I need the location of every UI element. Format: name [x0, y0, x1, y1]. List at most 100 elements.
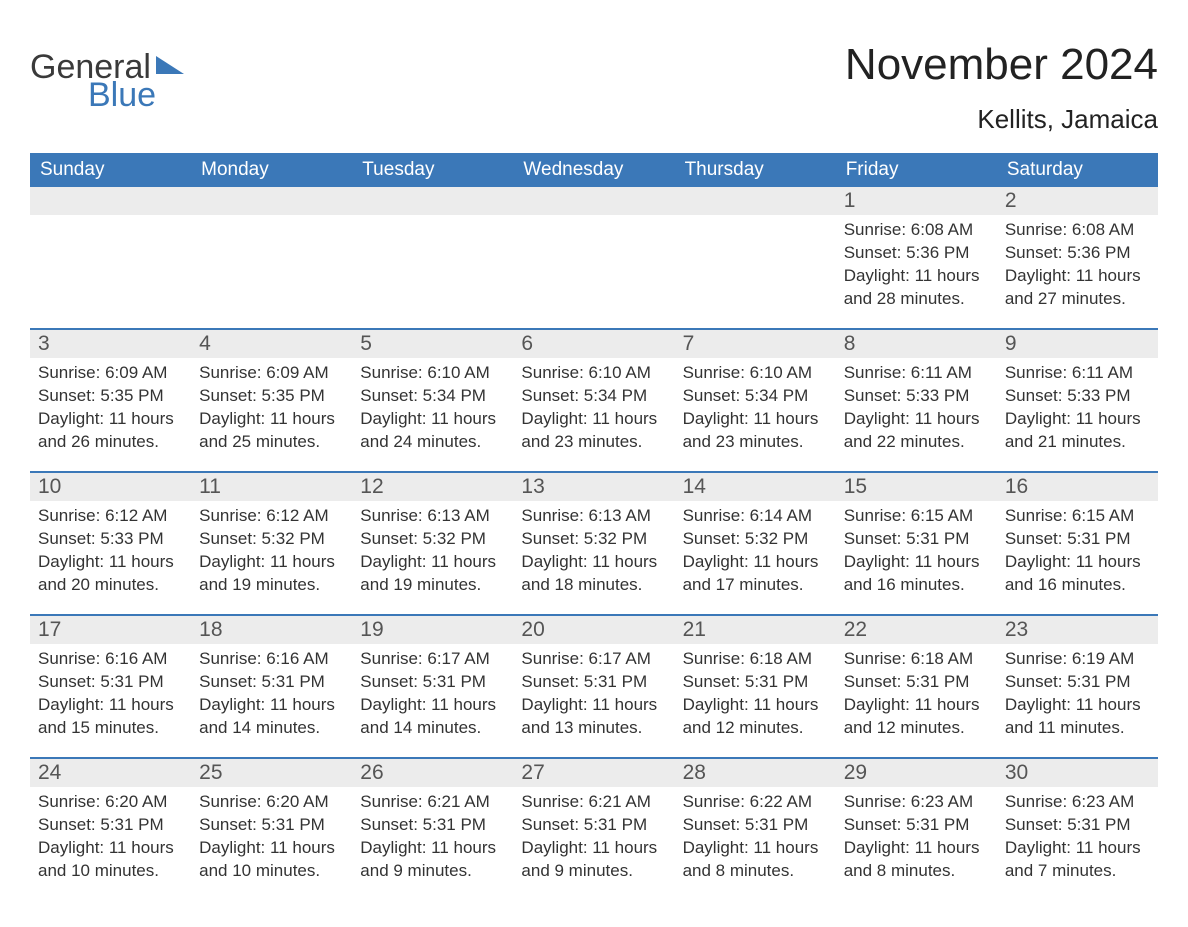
date-data-cell: Sunrise: 6:20 AMSunset: 5:31 PMDaylight:…	[191, 787, 352, 887]
daylight-text: Daylight: 11 hours and 19 minutes.	[360, 551, 505, 597]
sunset-text: Sunset: 5:31 PM	[199, 671, 344, 694]
date-number-cell: 18	[191, 615, 352, 644]
date-data-cell: Sunrise: 6:11 AMSunset: 5:33 PMDaylight:…	[997, 358, 1158, 458]
date-number-cell: 10	[30, 472, 191, 501]
sunrise-text: Sunrise: 6:16 AM	[38, 648, 183, 671]
date-data-cell	[30, 215, 191, 315]
sunset-text: Sunset: 5:31 PM	[1005, 814, 1150, 837]
date-data-cell: Sunrise: 6:10 AMSunset: 5:34 PMDaylight:…	[675, 358, 836, 458]
date-number-cell	[191, 187, 352, 215]
date-data-cell: Sunrise: 6:20 AMSunset: 5:31 PMDaylight:…	[30, 787, 191, 887]
date-data-cell: Sunrise: 6:14 AMSunset: 5:32 PMDaylight:…	[675, 501, 836, 601]
weekday-header: Thursday	[675, 153, 836, 187]
date-number-row: 10111213141516	[30, 472, 1158, 501]
weekday-header: Tuesday	[352, 153, 513, 187]
date-number-cell: 22	[836, 615, 997, 644]
sunrise-text: Sunrise: 6:23 AM	[1005, 791, 1150, 814]
date-data-cell	[352, 215, 513, 315]
sunset-text: Sunset: 5:31 PM	[683, 671, 828, 694]
date-number-row: 17181920212223	[30, 615, 1158, 644]
date-number-cell: 13	[513, 472, 674, 501]
weekday-header: Saturday	[997, 153, 1158, 187]
sunset-text: Sunset: 5:31 PM	[844, 671, 989, 694]
daylight-text: Daylight: 11 hours and 28 minutes.	[844, 265, 989, 311]
sunrise-text: Sunrise: 6:14 AM	[683, 505, 828, 528]
sunrise-text: Sunrise: 6:19 AM	[1005, 648, 1150, 671]
sunrise-text: Sunrise: 6:18 AM	[844, 648, 989, 671]
calendar-table: SundayMondayTuesdayWednesdayThursdayFrid…	[30, 153, 1158, 887]
sunset-text: Sunset: 5:31 PM	[199, 814, 344, 837]
daylight-text: Daylight: 11 hours and 12 minutes.	[683, 694, 828, 740]
date-number-cell	[30, 187, 191, 215]
weekday-header: Monday	[191, 153, 352, 187]
sunrise-text: Sunrise: 6:10 AM	[521, 362, 666, 385]
sunrise-text: Sunrise: 6:20 AM	[38, 791, 183, 814]
logo: General Blue	[30, 40, 184, 112]
week-separator	[30, 744, 1158, 758]
date-data-cell: Sunrise: 6:21 AMSunset: 5:31 PMDaylight:…	[513, 787, 674, 887]
date-number-cell: 7	[675, 329, 836, 358]
sunset-text: Sunset: 5:36 PM	[1005, 242, 1150, 265]
date-data-cell: Sunrise: 6:18 AMSunset: 5:31 PMDaylight:…	[836, 644, 997, 744]
date-data-cell: Sunrise: 6:22 AMSunset: 5:31 PMDaylight:…	[675, 787, 836, 887]
sunset-text: Sunset: 5:32 PM	[683, 528, 828, 551]
date-number-cell: 11	[191, 472, 352, 501]
date-number-cell: 20	[513, 615, 674, 644]
date-number-cell: 23	[997, 615, 1158, 644]
sunrise-text: Sunrise: 6:10 AM	[360, 362, 505, 385]
sunrise-text: Sunrise: 6:21 AM	[521, 791, 666, 814]
date-number-cell: 9	[997, 329, 1158, 358]
date-number-cell: 12	[352, 472, 513, 501]
sunrise-text: Sunrise: 6:17 AM	[521, 648, 666, 671]
daylight-text: Daylight: 11 hours and 10 minutes.	[38, 837, 183, 883]
date-data-cell: Sunrise: 6:12 AMSunset: 5:33 PMDaylight:…	[30, 501, 191, 601]
date-data-cell: Sunrise: 6:10 AMSunset: 5:34 PMDaylight:…	[513, 358, 674, 458]
date-number-cell: 24	[30, 758, 191, 787]
date-data-row: Sunrise: 6:08 AM Sunset: 5:36 PM Daylight:…	[30, 215, 1158, 315]
date-number-cell	[352, 187, 513, 215]
date-number-cell: 27	[513, 758, 674, 787]
sunrise-text: Sunrise: 6:18 AM	[683, 648, 828, 671]
daylight-text: Daylight: 11 hours and 14 minutes.	[199, 694, 344, 740]
sunset-text: Sunset: 5:34 PM	[521, 385, 666, 408]
sunrise-text: Sunrise: 6:20 AM	[199, 791, 344, 814]
daylight-text: Daylight: 11 hours and 19 minutes.	[199, 551, 344, 597]
daylight-text: Daylight: 11 hours and 13 minutes.	[521, 694, 666, 740]
sunset-text: Sunset: 5:31 PM	[521, 671, 666, 694]
daylight-text: Daylight: 11 hours and 23 minutes.	[521, 408, 666, 454]
date-number-cell: 2	[997, 187, 1158, 215]
daylight-text: Daylight: 11 hours and 9 minutes.	[360, 837, 505, 883]
date-data-cell: Sunrise: 6:13 AMSunset: 5:32 PMDaylight:…	[352, 501, 513, 601]
weekday-header: Sunday	[30, 153, 191, 187]
week-separator	[30, 458, 1158, 472]
sunset-text: Sunset: 5:31 PM	[1005, 671, 1150, 694]
sunrise-text: Sunrise: 6:12 AM	[199, 505, 344, 528]
sunrise-text: Sunrise: 6:22 AM	[683, 791, 828, 814]
date-number-cell: 16	[997, 472, 1158, 501]
sunrise-text: Sunrise: 6:08 AM	[844, 219, 989, 242]
weekday-header-row: SundayMondayTuesdayWednesdayThursdayFrid…	[30, 153, 1158, 187]
date-data-cell: Sunrise: 6:16 AMSunset: 5:31 PMDaylight:…	[30, 644, 191, 744]
sunset-text: Sunset: 5:32 PM	[360, 528, 505, 551]
daylight-text: Daylight: 11 hours and 16 minutes.	[1005, 551, 1150, 597]
sunset-text: Sunset: 5:31 PM	[360, 671, 505, 694]
daylight-text: Daylight: 11 hours and 25 minutes.	[199, 408, 344, 454]
date-data-cell: Sunrise: 6:08 AMSunset: 5:36 PMDaylight:…	[836, 215, 997, 315]
sunrise-text: Sunrise: 6:21 AM	[360, 791, 505, 814]
sunset-text: Sunset: 5:31 PM	[360, 814, 505, 837]
date-data-cell: Sunrise: 6:17 AMSunset: 5:31 PMDaylight:…	[513, 644, 674, 744]
date-data-row: Sunrise: 6:16 AMSunset: 5:31 PMDaylight:…	[30, 644, 1158, 744]
date-data-cell: Sunrise: 6:19 AMSunset: 5:31 PMDaylight:…	[997, 644, 1158, 744]
daylight-text: Daylight: 11 hours and 21 minutes.	[1005, 408, 1150, 454]
date-number-row: 3456789	[30, 329, 1158, 358]
date-data-row: Sunrise: 6:09 AMSunset: 5:35 PMDaylight:…	[30, 358, 1158, 458]
sunset-text: Sunset: 5:31 PM	[38, 814, 183, 837]
date-data-cell: Sunrise: 6:09 AMSunset: 5:35 PMDaylight:…	[191, 358, 352, 458]
sunrise-text: Sunrise: 6:10 AM	[683, 362, 828, 385]
month-title: November 2024	[845, 40, 1158, 90]
date-data-cell	[675, 215, 836, 315]
date-number-cell: 3	[30, 329, 191, 358]
date-number-cell: 17	[30, 615, 191, 644]
sunset-text: Sunset: 5:31 PM	[844, 528, 989, 551]
sunrise-text: Sunrise: 6:11 AM	[1005, 362, 1150, 385]
